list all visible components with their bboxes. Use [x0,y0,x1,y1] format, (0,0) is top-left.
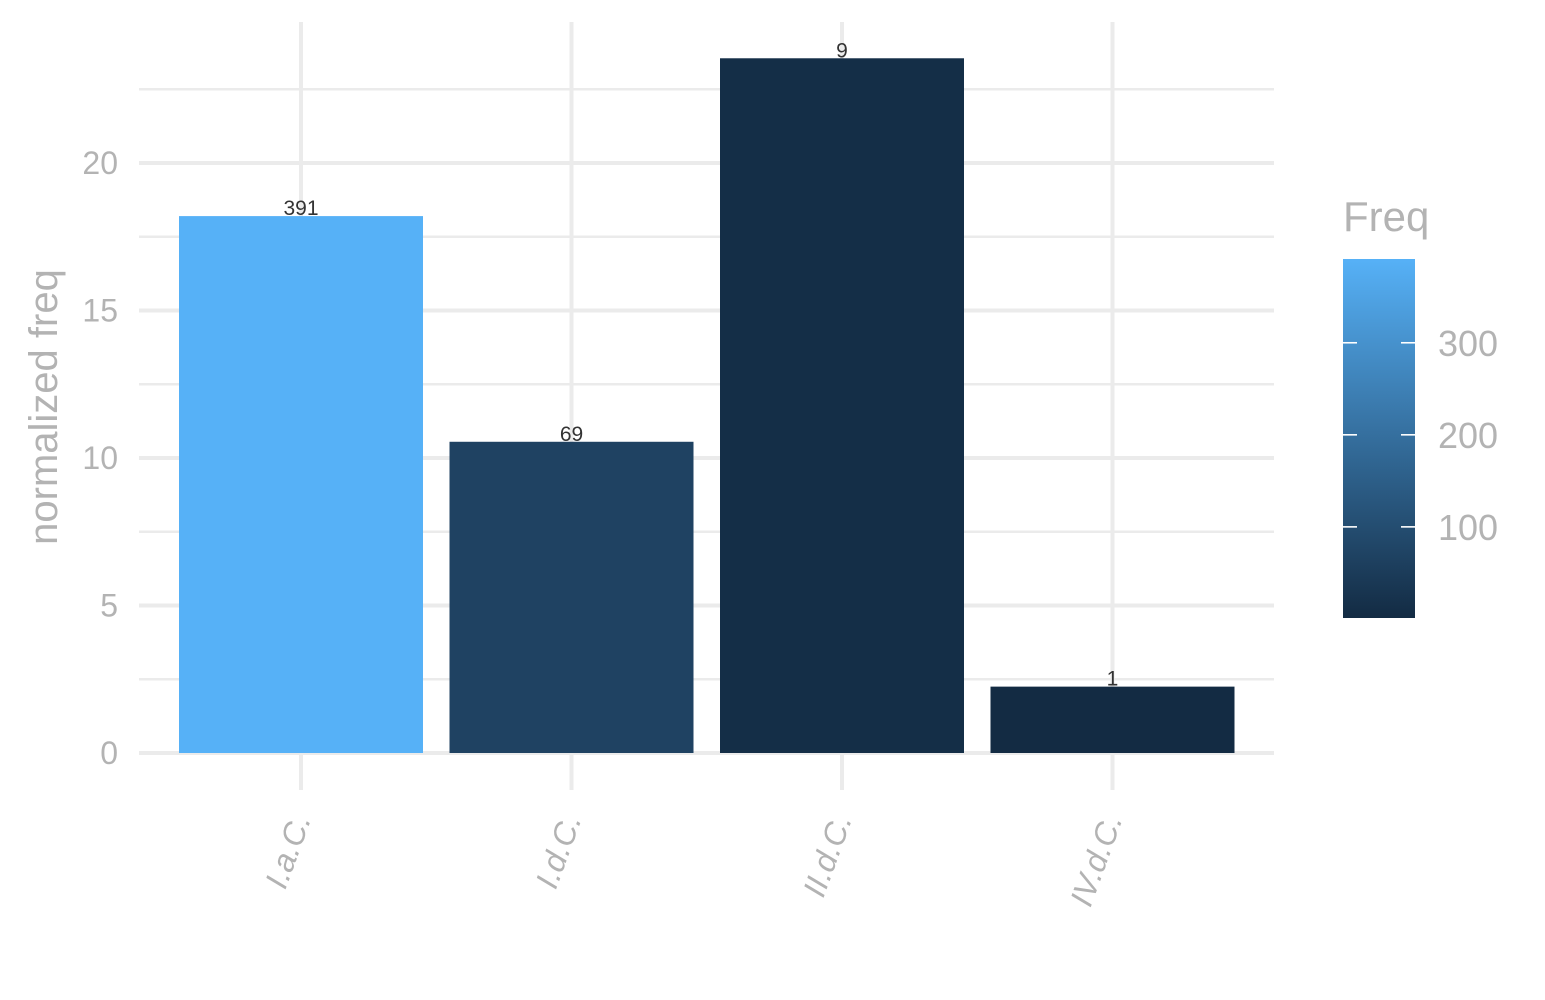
x-axis-tick-labels: I.a.C. I.d.C. II.d.C. IV.d.C. [258,809,1129,911]
x-tick-label: II.d.C. [796,809,859,902]
bar-value-label: 9 [836,39,848,62]
x-tick-label: I.a.C. [258,809,318,893]
y-tick-label: 20 [82,145,118,181]
y-tick-label: 15 [82,293,118,329]
legend-title: Freq [1343,193,1429,240]
bar [720,58,964,753]
color-legend: Freq 100 200 300 [1343,193,1498,618]
bar-value-label: 1 [1107,668,1119,691]
legend-tick-label: 200 [1438,415,1498,456]
bar [449,441,694,753]
y-tick-label: 0 [100,735,118,771]
legend-tick-label: 100 [1438,507,1498,548]
bar [179,216,423,754]
y-axis-tick-labels: 0 5 10 15 20 [82,145,118,771]
bar [990,686,1235,753]
bar-value-label: 391 [283,197,318,220]
y-tick-label: 10 [82,440,118,476]
bars [179,58,1235,754]
legend-tick-label: 300 [1438,323,1498,364]
x-tick-label: IV.d.C. [1063,809,1129,911]
data-labels: 391 69 9 1 [283,39,1118,690]
legend-colorbar [1343,259,1415,618]
legend-ticks: 100 200 300 [1343,323,1498,548]
x-tick-label: I.d.C. [528,809,588,893]
bar-value-label: 69 [560,423,583,446]
y-tick-label: 5 [100,588,118,624]
y-axis-title: normalized freq [22,269,66,545]
